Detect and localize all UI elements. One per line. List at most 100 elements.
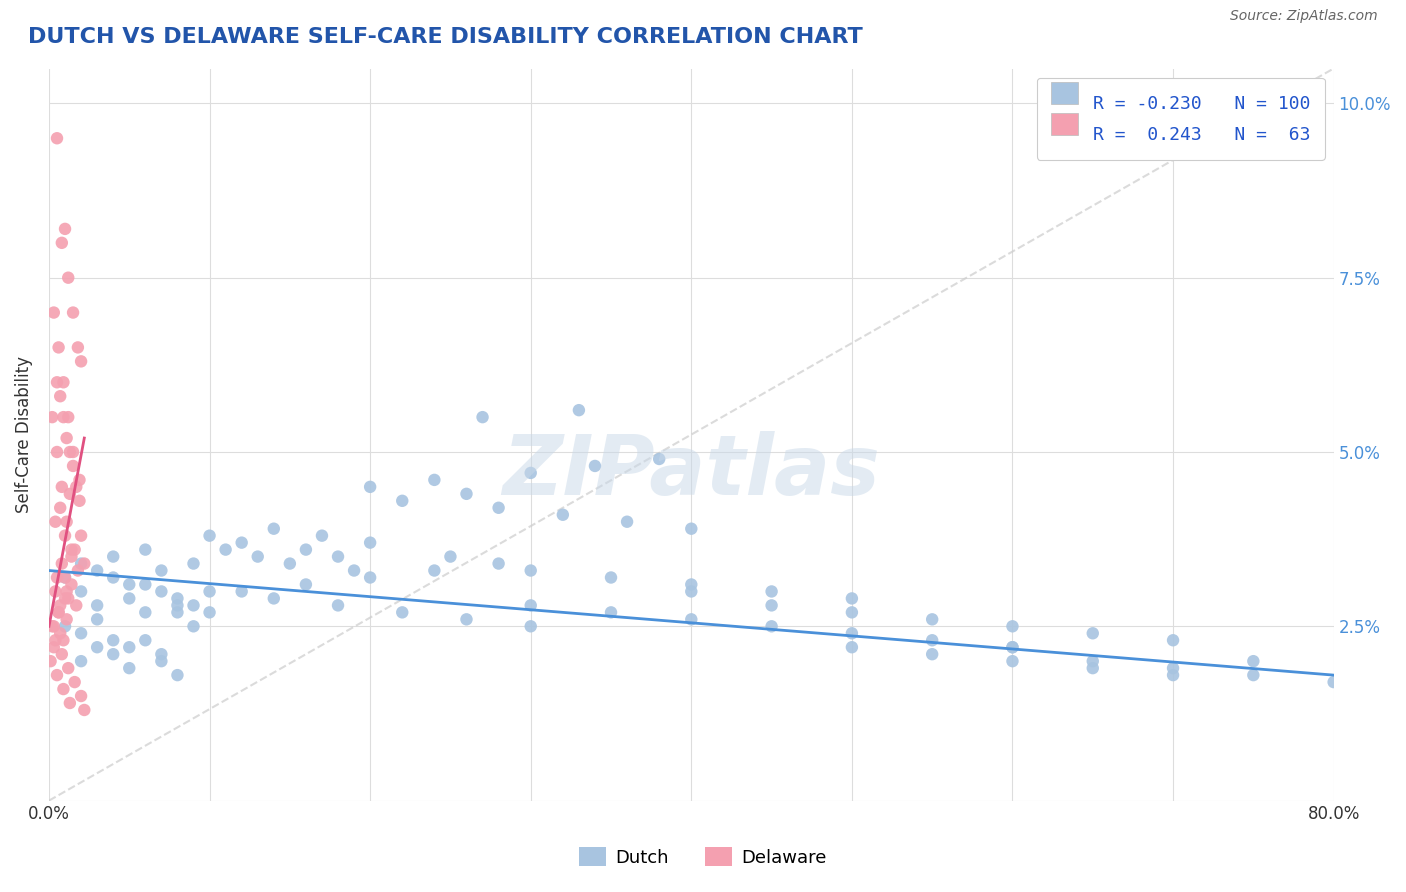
Point (134, 542, 156, 557)
Point (49, 599, 72, 613)
Point (150, 654, 173, 668)
Point (761, 584, 783, 599)
Point (519, 599, 541, 613)
Point (86, 599, 108, 613)
Point (46, 376, 69, 390)
Point (60, 542, 83, 557)
Point (456, 612, 478, 626)
Point (600, 606, 623, 620)
Point (70, 654, 93, 668)
Point (58, 591, 80, 606)
Point (1081, 626, 1104, 640)
Point (1241, 654, 1264, 668)
Point (1001, 640, 1024, 655)
Point (58, 270, 80, 285)
Point (134, 577, 156, 591)
Point (921, 647, 943, 661)
Point (1001, 619, 1024, 633)
Point (60, 577, 83, 591)
Point (166, 606, 188, 620)
Point (118, 661, 141, 675)
Point (48, 340, 70, 354)
Point (519, 466, 541, 480)
Point (841, 591, 863, 606)
Point (359, 570, 381, 584)
Text: DUTCH VS DELAWARE SELF-CARE DISABILITY CORRELATION CHART: DUTCH VS DELAWARE SELF-CARE DISABILITY C… (28, 27, 863, 46)
Point (166, 591, 188, 606)
Point (214, 542, 236, 557)
Point (326, 599, 349, 613)
Point (53, 570, 76, 584)
Point (583, 458, 606, 473)
Point (343, 564, 366, 578)
Point (58, 410, 80, 425)
Point (62, 445, 84, 459)
Point (48, 606, 70, 620)
Point (600, 570, 623, 584)
Point (46, 668, 69, 682)
Point (681, 584, 703, 599)
Point (46, 445, 69, 459)
Point (150, 564, 173, 578)
Point (53, 529, 76, 543)
Point (1161, 661, 1184, 675)
Point (52, 633, 75, 648)
Point (246, 549, 269, 564)
Point (311, 529, 333, 543)
Legend: Dutch, Delaware: Dutch, Delaware (572, 840, 834, 874)
Point (59, 696, 82, 710)
Point (62, 305, 84, 319)
Point (391, 606, 413, 620)
Y-axis label: Self-Care Disability: Self-Care Disability (15, 356, 32, 513)
Point (183, 557, 205, 571)
Point (103, 647, 125, 661)
Point (42, 305, 65, 319)
Point (55, 584, 77, 599)
Point (391, 493, 413, 508)
Point (42, 640, 65, 655)
Point (70, 529, 93, 543)
Point (231, 584, 253, 599)
Point (63, 675, 86, 690)
Point (278, 557, 301, 571)
Point (134, 606, 156, 620)
Point (519, 619, 541, 633)
Point (841, 640, 863, 655)
Point (53, 570, 76, 584)
Point (198, 584, 221, 599)
Point (51, 480, 73, 494)
Point (295, 577, 318, 591)
Point (44, 584, 66, 599)
Point (359, 480, 381, 494)
Point (166, 668, 188, 682)
Point (359, 535, 381, 549)
Point (53, 591, 76, 606)
Point (51, 647, 73, 661)
Point (1001, 654, 1024, 668)
Point (1001, 640, 1024, 655)
Point (1323, 675, 1346, 690)
Point (55, 431, 77, 445)
Point (60, 549, 83, 564)
Point (921, 633, 943, 648)
Point (166, 599, 188, 613)
Point (648, 452, 671, 467)
Point (48, 606, 70, 620)
Point (183, 619, 205, 633)
Point (39, 654, 62, 668)
Point (1081, 661, 1104, 675)
Text: ZIPatlas: ZIPatlas (502, 431, 880, 512)
Point (58, 661, 80, 675)
Point (70, 354, 93, 368)
Point (53, 619, 76, 633)
Point (423, 564, 446, 578)
Point (183, 599, 205, 613)
Point (42, 619, 65, 633)
Point (326, 549, 349, 564)
Point (52, 410, 75, 425)
Point (46, 131, 69, 145)
Point (59, 445, 82, 459)
Point (423, 473, 446, 487)
Point (519, 564, 541, 578)
Point (103, 633, 125, 648)
